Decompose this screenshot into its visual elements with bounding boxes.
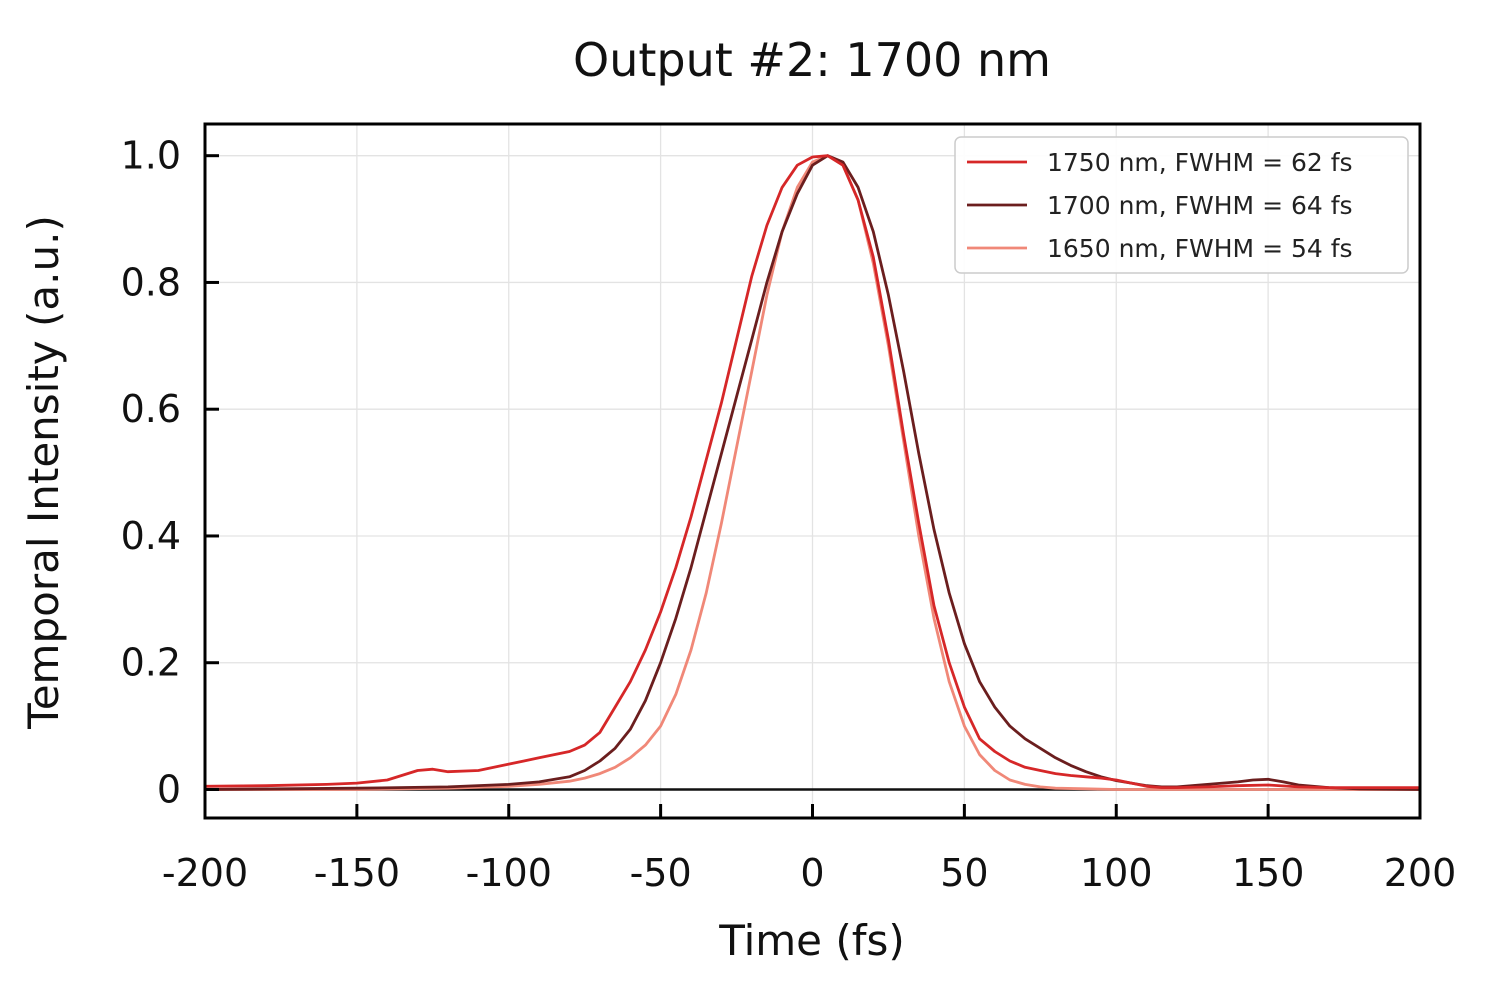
x-tick-label: 150 xyxy=(1232,851,1305,895)
y-tick-label: 0.4 xyxy=(121,514,181,558)
legend-box xyxy=(954,136,1409,274)
legend-label-1: 1700 nm, FWHM = 64 fs xyxy=(1047,191,1353,220)
y-tick-label: 0 xyxy=(157,767,181,811)
y-tick-label: 1.0 xyxy=(121,134,181,178)
legend-label-2: 1650 nm, FWHM = 54 fs xyxy=(1047,234,1353,263)
y-axis-label: Temporal Intensity (a.u.) xyxy=(19,215,68,730)
x-tick-label: 100 xyxy=(1080,851,1153,895)
x-axis-label: Time (fs) xyxy=(718,916,905,965)
y-tick-label: 0.6 xyxy=(121,387,181,431)
series-line-2 xyxy=(205,154,1420,791)
chart-title: Output #2: 1700 nm xyxy=(573,33,1051,87)
series-group xyxy=(204,154,1421,791)
legend-label-0: 1750 nm, FWHM = 62 fs xyxy=(1047,148,1353,177)
x-tick-label: -200 xyxy=(162,851,248,895)
legend: 1750 nm, FWHM = 62 fs 1700 nm, FWHM = 64 … xyxy=(954,136,1409,274)
y-tick-label: 0.8 xyxy=(121,260,181,304)
x-tick-label: -150 xyxy=(314,851,400,895)
x-tick-label: 0 xyxy=(800,851,824,895)
grid xyxy=(205,124,1420,818)
x-tick-label: -50 xyxy=(630,851,692,895)
x-tick-label: -100 xyxy=(466,851,552,895)
series-line-0 xyxy=(204,154,1420,789)
y-axis-ticks: 0 0.2 0.4 0.6 0.8 1.0 xyxy=(121,134,219,811)
x-axis-ticks: -200 -150 -100 -50 0 50 100 150 200 xyxy=(162,804,1456,895)
x-tick-label: 200 xyxy=(1384,851,1457,895)
y-tick-label: 0.2 xyxy=(121,641,181,685)
x-tick-label: 50 xyxy=(940,851,988,895)
